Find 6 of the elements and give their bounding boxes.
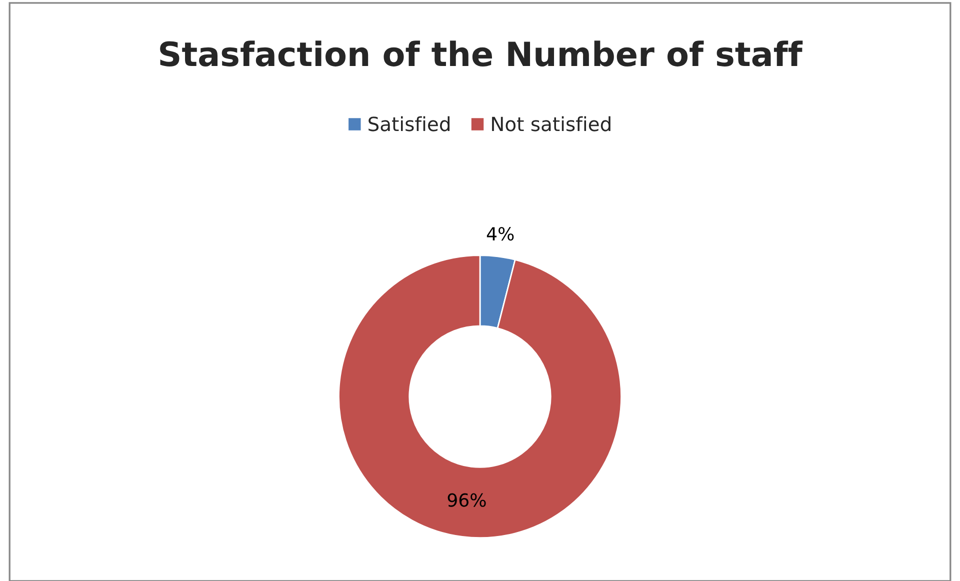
data-label: 96% [448,493,486,507]
legend-label: Not satisfied [492,116,610,132]
data-label: 4% [486,226,514,241]
legend-label: Satisfied [368,116,450,132]
chart-title: Stasfaction of the Number of staff [160,40,803,66]
donut-slice [338,254,622,539]
